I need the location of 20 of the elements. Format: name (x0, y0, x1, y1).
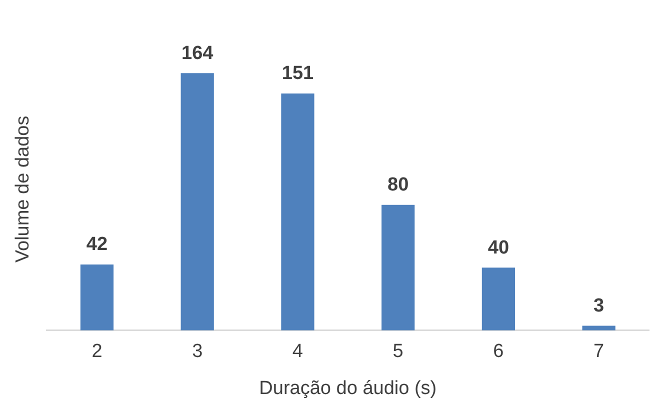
data-label: 42 (86, 234, 108, 256)
x-tick-label: 7 (594, 341, 604, 362)
data-label: 40 (488, 237, 510, 258)
bar (281, 94, 314, 330)
x-tick-label: 3 (192, 341, 203, 362)
data-label: 80 (388, 174, 409, 196)
bar (382, 204, 415, 330)
data-label: 151 (282, 63, 314, 84)
data-label: 3 (594, 295, 604, 316)
bar (582, 326, 616, 330)
y-axis-title: Volume de dados (12, 116, 34, 263)
x-tick-label: 5 (392, 341, 404, 362)
bar (482, 268, 516, 330)
data-label: 164 (182, 42, 214, 64)
bar (80, 264, 114, 330)
x-tick-label: 4 (292, 341, 304, 362)
bar (180, 73, 214, 330)
x-axis-title: Duração do áudio (s) (259, 378, 437, 399)
x-tick-label: 2 (92, 341, 102, 362)
x-tick-label: 6 (493, 341, 504, 362)
